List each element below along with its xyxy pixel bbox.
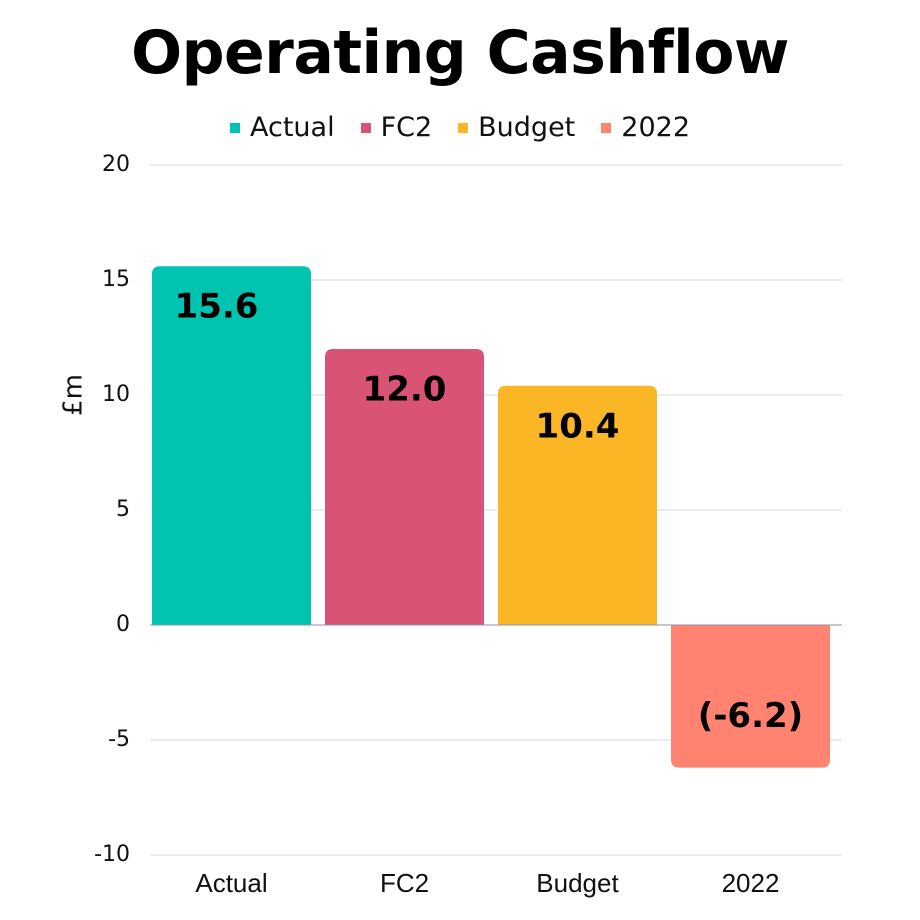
y-axis-ticks: -10 -5 0 5 10 15 20: [94, 152, 130, 867]
y-tick-label: 15: [102, 267, 130, 292]
legend: Actual FC2 Budget 2022: [0, 112, 920, 143]
chart-title: Operating Cashflow: [131, 18, 789, 88]
legend-item-budget: Budget: [458, 112, 575, 143]
bar-fc2: [325, 349, 484, 625]
legend-swatch-2022: [601, 122, 612, 133]
y-axis-label: £m: [59, 374, 89, 416]
x-tick-label: FC2: [380, 868, 429, 898]
bar-2022: [671, 625, 830, 768]
bars: [152, 266, 830, 768]
y-tick-label: -5: [108, 727, 130, 752]
legend-label-budget: Budget: [478, 112, 576, 143]
x-tick-label: Actual: [195, 868, 267, 898]
legend-item-fc2: FC2: [360, 112, 433, 143]
x-tick-label: 2022: [722, 868, 780, 898]
legend-swatch-budget: [458, 122, 469, 133]
y-tick-label: -10: [94, 842, 130, 867]
legend-swatch-actual: [230, 122, 240, 133]
y-tick-label: 5: [116, 497, 130, 522]
y-tick-label: 20: [102, 152, 130, 177]
legend-label-fc2: FC2: [380, 112, 433, 143]
data-label-fc2: 12.0: [363, 370, 447, 410]
x-tick-label: Budget: [536, 868, 619, 898]
y-tick-label: 10: [102, 382, 130, 407]
legend-swatch-fc2: [360, 122, 371, 133]
y-tick-label: 0: [116, 612, 130, 637]
data-label-budget: 10.4: [536, 406, 620, 446]
legend-label-2022: 2022: [621, 112, 690, 143]
legend-item-2022: 2022: [601, 112, 690, 143]
bar-actual: [152, 266, 311, 625]
bar-budget: [498, 385, 657, 625]
legend-label-actual: Actual: [250, 112, 335, 143]
data-label-2022: (-6.2): [698, 696, 803, 736]
x-axis-labels: Actual FC2 Budget 2022: [195, 868, 779, 898]
data-labels: 15.6 12.0 10.4 (-6.2): [175, 287, 804, 736]
data-label-actual: 15.6: [175, 287, 259, 327]
legend-item-actual: Actual: [230, 112, 335, 143]
